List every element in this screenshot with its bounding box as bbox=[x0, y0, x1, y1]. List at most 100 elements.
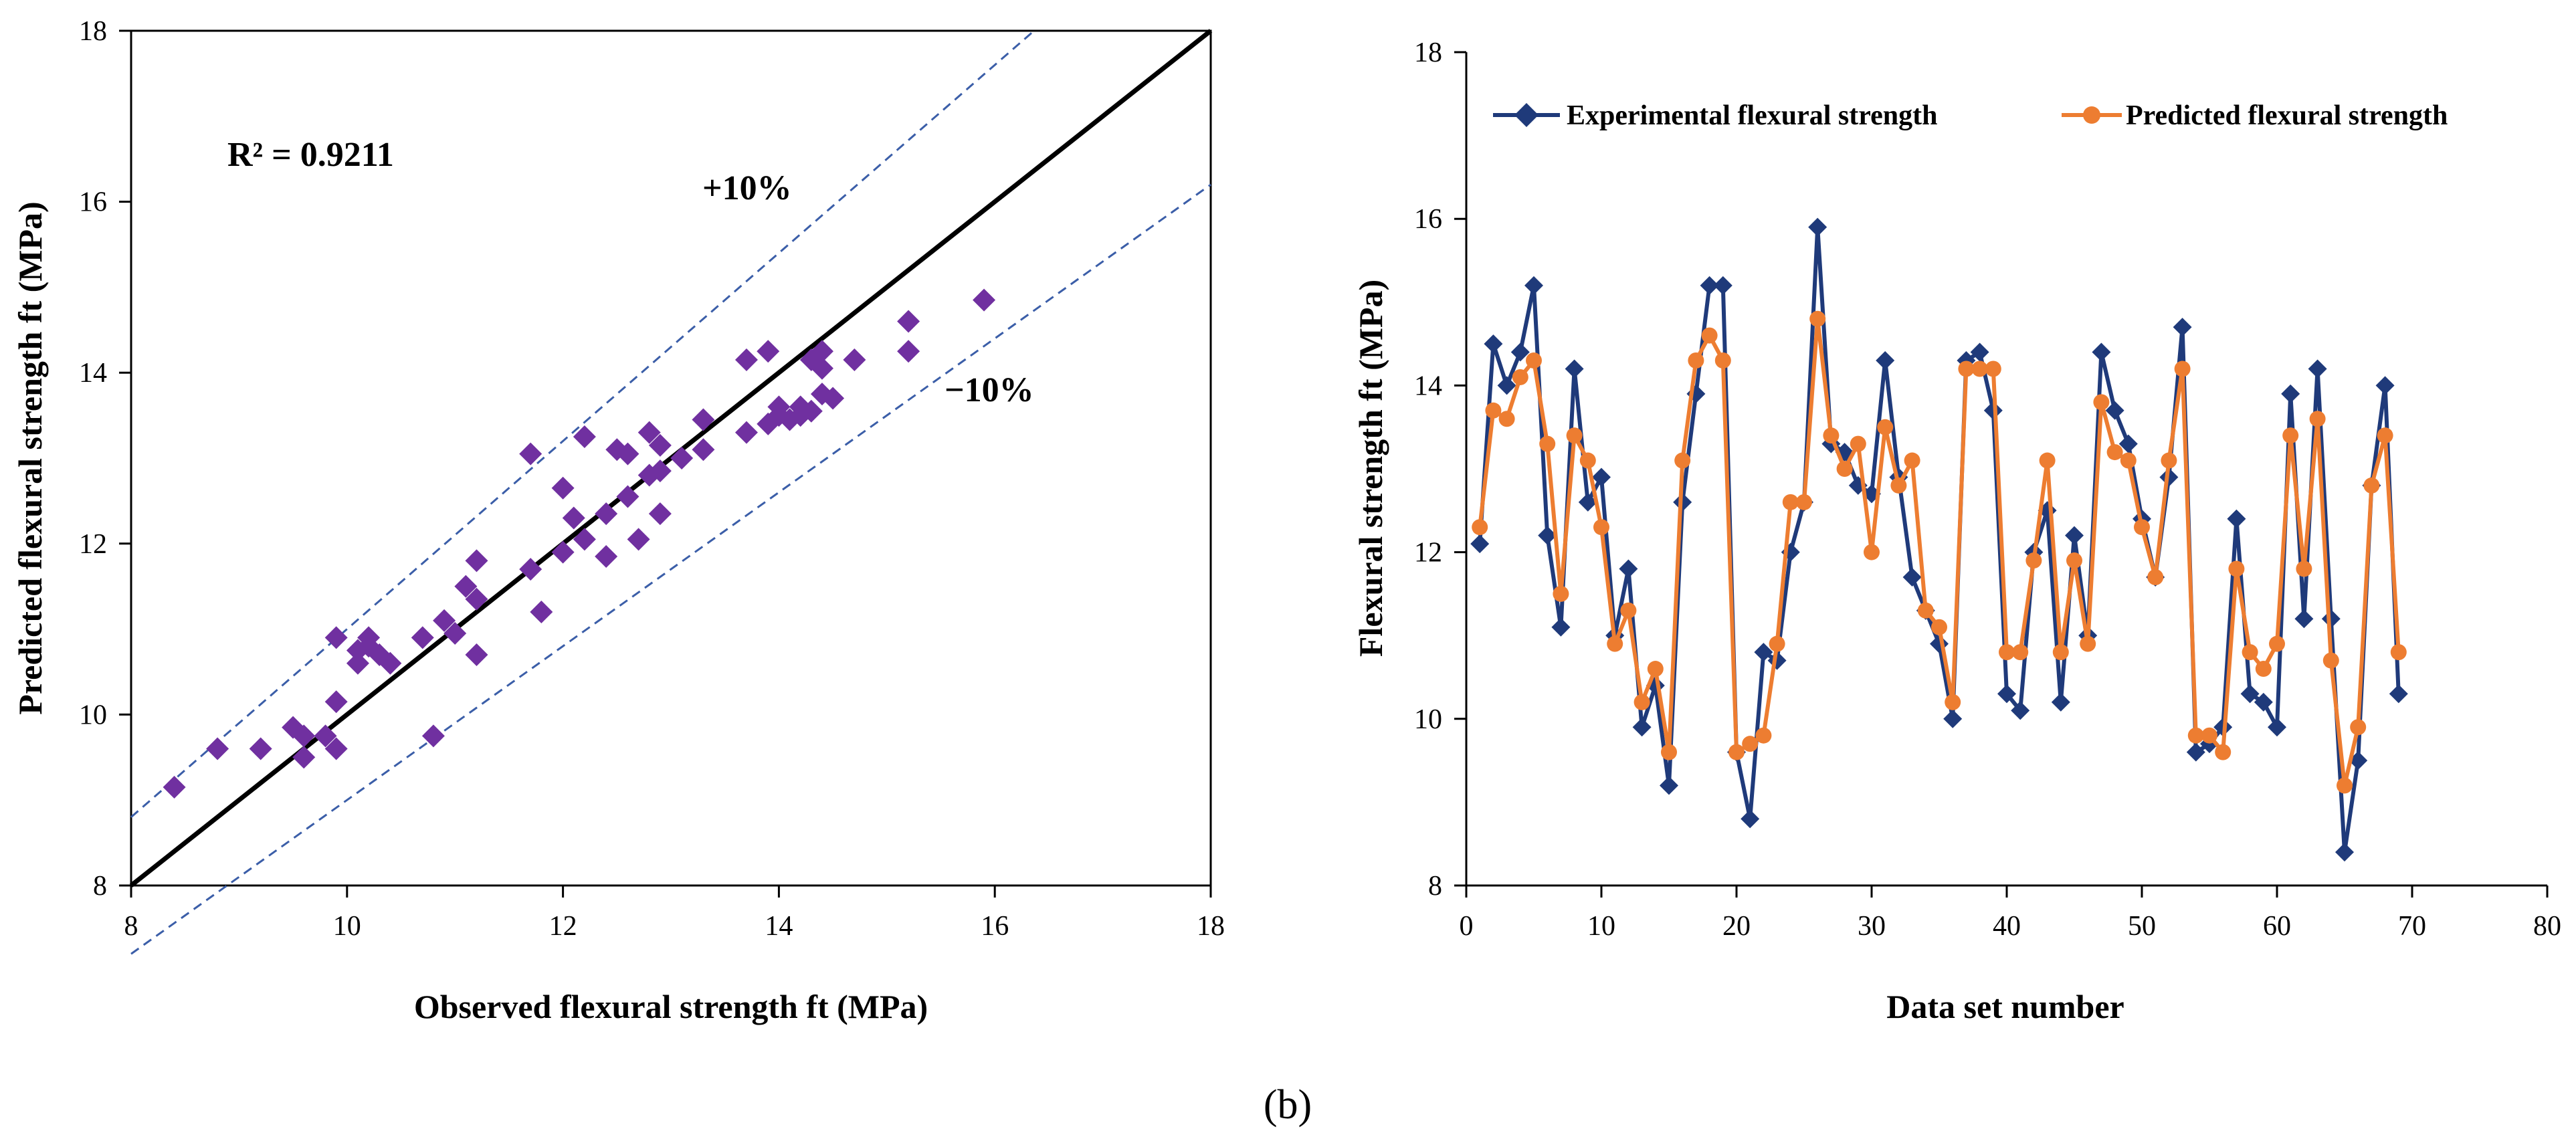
data-point bbox=[2242, 644, 2258, 661]
scatter-point bbox=[519, 558, 542, 581]
data-point bbox=[1864, 544, 1880, 560]
data-point bbox=[1607, 635, 1623, 652]
data-point bbox=[1876, 351, 1895, 371]
data-point bbox=[1579, 452, 1596, 469]
series-experimental bbox=[1470, 217, 2408, 862]
data-point bbox=[1850, 435, 1866, 452]
legend: Experimental flexural strength Predicted… bbox=[1493, 100, 2448, 131]
data-point bbox=[1538, 526, 1557, 545]
data-point bbox=[2105, 401, 2124, 420]
data-point bbox=[1943, 709, 1963, 728]
data-point bbox=[2039, 452, 2056, 469]
scatter-point bbox=[616, 442, 639, 465]
scatter-point bbox=[810, 356, 833, 380]
scatter-point bbox=[292, 724, 316, 748]
data-point bbox=[2335, 843, 2354, 862]
data-point bbox=[2269, 635, 2285, 652]
legend-predicted-label: Predicted flexural strength bbox=[2126, 100, 2448, 131]
scatter-point bbox=[648, 433, 672, 457]
data-point bbox=[1470, 534, 1490, 554]
legend-predicted-marker bbox=[2083, 106, 2100, 124]
scatter-point bbox=[734, 348, 758, 372]
data-point bbox=[1742, 736, 1759, 752]
data-point bbox=[1741, 809, 1760, 829]
data-point bbox=[2012, 644, 2029, 661]
right-x-tick-label: 60 bbox=[2263, 911, 2291, 942]
left-r2-label: R² = 0.9211 bbox=[227, 136, 394, 174]
data-point bbox=[1755, 727, 1772, 744]
data-point bbox=[2147, 568, 2164, 585]
data-point bbox=[2228, 560, 2245, 577]
scatter-point bbox=[799, 399, 823, 423]
data-point bbox=[1999, 644, 2015, 661]
data-point bbox=[1551, 617, 1571, 637]
data-point bbox=[1713, 276, 1732, 295]
data-point bbox=[1769, 635, 1785, 652]
left-x-tick-label: 10 bbox=[333, 911, 361, 942]
series-line bbox=[1478, 225, 2401, 855]
data-point bbox=[2066, 552, 2082, 569]
data-point bbox=[1592, 467, 1611, 487]
data-point bbox=[1472, 519, 1488, 536]
series-predicted bbox=[1472, 310, 2407, 794]
data-point bbox=[1484, 334, 1503, 354]
left-y-tick-label: 18 bbox=[79, 16, 107, 47]
data-point bbox=[1524, 276, 1543, 295]
scatter-point bbox=[249, 737, 272, 760]
data-point bbox=[2174, 360, 2191, 377]
scatter-point bbox=[421, 724, 445, 748]
data-point bbox=[1661, 744, 1677, 760]
data-point bbox=[2377, 427, 2393, 444]
right-x-tick-label: 20 bbox=[1722, 911, 1751, 942]
data-point bbox=[1728, 744, 1745, 760]
data-point bbox=[2375, 376, 2395, 395]
scatter-point bbox=[648, 502, 672, 526]
data-point bbox=[1808, 217, 1827, 237]
right-y-tick-label: 16 bbox=[1414, 204, 1442, 235]
scatter-point bbox=[595, 502, 618, 526]
scatter-point bbox=[324, 690, 348, 714]
legend-experimental-label: Experimental flexural strength bbox=[1567, 100, 1938, 131]
data-point bbox=[1796, 494, 1812, 510]
data-point bbox=[1593, 519, 1609, 536]
scatter-point bbox=[897, 310, 920, 333]
data-point bbox=[2390, 644, 2407, 661]
right-chart: 0 10 20 30 40 50 60 70 80 8 10 12 14 16 18 Experimenta… bbox=[1352, 37, 2561, 1025]
data-point bbox=[2025, 552, 2042, 569]
scatter-point bbox=[357, 626, 381, 649]
right-x-axis-title: Data set number bbox=[1886, 988, 2124, 1025]
legend-experimental-marker bbox=[1514, 103, 1539, 127]
data-point bbox=[2134, 519, 2150, 536]
scatter-point bbox=[411, 626, 434, 649]
right-x-tick-label: 70 bbox=[2398, 911, 2426, 942]
left-upper-band-label: +10% bbox=[702, 169, 792, 207]
left-scatter-points bbox=[163, 288, 996, 799]
right-x-tick-label: 40 bbox=[1993, 911, 2021, 942]
scatter-point bbox=[692, 408, 715, 431]
scatter-point bbox=[519, 442, 542, 465]
left-y-axis-title: Predicted flexural strength ft (MPa) bbox=[11, 201, 49, 714]
scatter-point bbox=[637, 421, 661, 444]
data-point bbox=[2281, 384, 2300, 403]
scatter-point bbox=[163, 776, 186, 799]
legend-item-predicted: Predicted flexural strength bbox=[2062, 100, 2448, 131]
data-point bbox=[2215, 744, 2232, 760]
data-point bbox=[2308, 359, 2327, 379]
data-point bbox=[1917, 602, 1934, 619]
data-point bbox=[1688, 352, 1704, 369]
legend-item-experimental: Experimental flexural strength bbox=[1493, 100, 1938, 131]
data-point bbox=[1660, 776, 1678, 795]
data-point bbox=[2240, 684, 2260, 704]
data-point bbox=[1782, 494, 1799, 510]
left-lower-band-line bbox=[130, 183, 1211, 955]
left-x-tick-label: 14 bbox=[765, 911, 793, 942]
data-point bbox=[2227, 509, 2246, 528]
scatter-point bbox=[292, 746, 316, 769]
scatter-point bbox=[670, 447, 694, 470]
scatter-point bbox=[465, 587, 488, 611]
data-point bbox=[1809, 310, 1826, 327]
data-point bbox=[2011, 701, 2030, 720]
data-point bbox=[2092, 342, 2111, 362]
